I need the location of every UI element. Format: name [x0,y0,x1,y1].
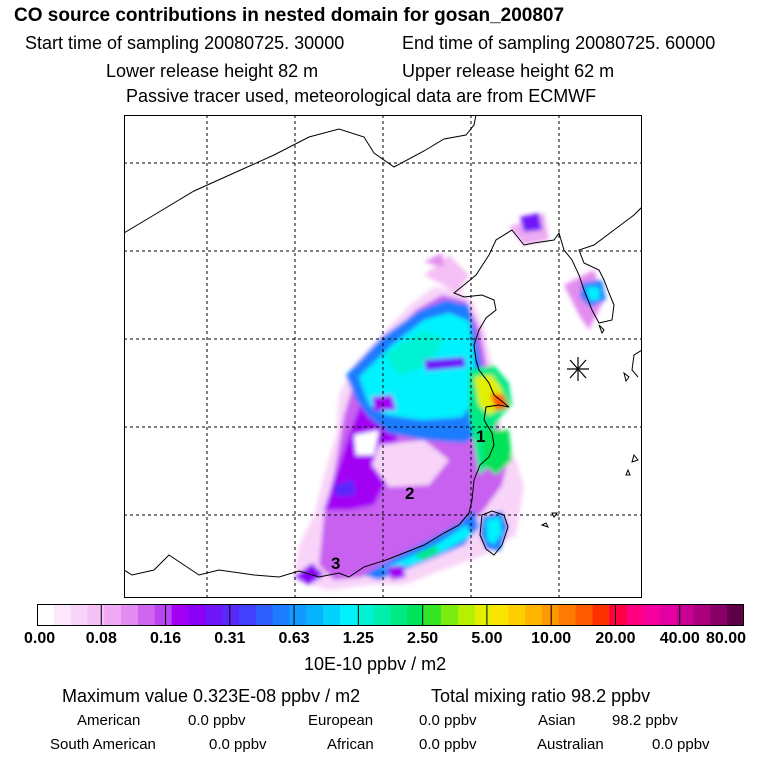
region-value: 0.0 ppbv [419,736,477,753]
colorbar-cell [609,604,627,626]
colorbar-cell [87,604,105,626]
region-value: 0.0 ppbv [209,736,267,753]
colorbar-cell [104,604,122,626]
colorbar-cell [474,604,493,626]
colorbar-cell [693,604,711,626]
colorbar-cell [138,604,156,626]
coastlines [124,115,642,578]
colorbar-cell [289,604,307,626]
colorbar-tick-label: 1.25 [342,630,374,647]
colorbar-cell [53,604,72,626]
colorbar-tick-label: 20.00 [595,630,636,647]
colorbar-cell [340,604,358,626]
colorbar-tick-label: 0.31 [214,630,246,647]
colorbar-cell [37,604,55,626]
colorbar-cell [390,604,408,626]
asterisk-receptor-icon [567,357,589,381]
total-mixing-ratio-label: Total mixing ratio 98.2 ppbv [431,686,651,706]
colorbar-cell [676,604,695,626]
region-name: American [77,712,141,729]
colorbar-tick-label: 0.00 [24,630,56,647]
colorbar-cell [592,604,610,626]
map-marker-1: 1 [476,427,485,446]
region-name: African [327,736,374,753]
colorbar-cell [154,604,173,626]
region-name: European [308,712,374,729]
figure-title: CO source contributions in nested domain… [14,5,565,26]
map-marker-3: 3 [331,554,340,573]
max-value-label: Maximum value 0.323E-08 ppbv / m2 [62,686,361,706]
colorbar-cell [188,604,206,626]
concentration-field [294,213,606,590]
colorbar-cell [441,604,459,626]
colorbar-tick-label: 2.50 [407,630,439,647]
colorbar-tick-label: 5.00 [471,630,503,647]
colorbar-cell [575,604,594,626]
map-panel: 1 2 3 [124,115,642,598]
colorbar-tick-label: 10.00 [531,630,572,647]
colorbar-cell [626,604,644,626]
region-name: Australian [537,736,604,753]
colorbar-cell [727,604,744,626]
end-time-label: End time of sampling 20080725. 60000 [402,33,716,53]
colorbar-cell [525,604,543,626]
colorbar-cell [272,604,291,626]
upper-release-label: Upper release height 62 m [402,61,615,81]
region-value: 0.0 ppbv [188,712,246,729]
colorbar-cell [659,604,678,626]
region-name: South American [50,736,156,753]
map-frame [124,115,642,598]
colorbar-cell [356,604,375,626]
colorbar-cell [710,604,728,626]
colorbar-units: 10E-10 ppbv / m2 [304,654,447,674]
colorbar-cell [558,604,577,626]
map-marker-2: 2 [405,484,414,503]
colorbar-cell [70,604,89,626]
region-name: Asian [538,712,576,729]
region-value: 98.2 ppbv [612,712,678,729]
colorbar [37,604,744,626]
colorbar-tick-label: 80.00 [706,630,747,647]
colorbar-cell [306,604,324,626]
colorbar-tick-label: 0.16 [149,630,182,647]
colorbar-cell [239,604,257,626]
colorbar-cell [323,604,341,626]
colorbar-cell [407,604,425,626]
region-value: 0.0 ppbv [419,712,477,729]
colorbar-cell [643,604,661,626]
colorbar-cell [508,604,526,626]
colorbar-cell [255,604,274,626]
colorbar-tick-label: 0.08 [85,630,117,647]
colorbar-tick-label: 0.63 [278,630,310,647]
colorbar-cell [205,604,223,626]
colorbar-cell [491,604,509,626]
colorbar-cell [171,604,190,626]
colorbar-cell [457,604,476,626]
colorbar-cell [222,604,240,626]
colorbar-tick-label: 40.00 [659,630,700,647]
colorbar-cell [424,604,442,626]
start-time-label: Start time of sampling 20080725. 30000 [25,33,345,53]
info-line: Passive tracer used, meteorological data… [126,86,597,106]
colorbar-cell [121,604,139,626]
region-value: 0.0 ppbv [652,736,710,753]
lower-release-label: Lower release height 82 m [106,61,319,81]
colorbar-cell [373,604,392,626]
gridlines [124,115,642,598]
